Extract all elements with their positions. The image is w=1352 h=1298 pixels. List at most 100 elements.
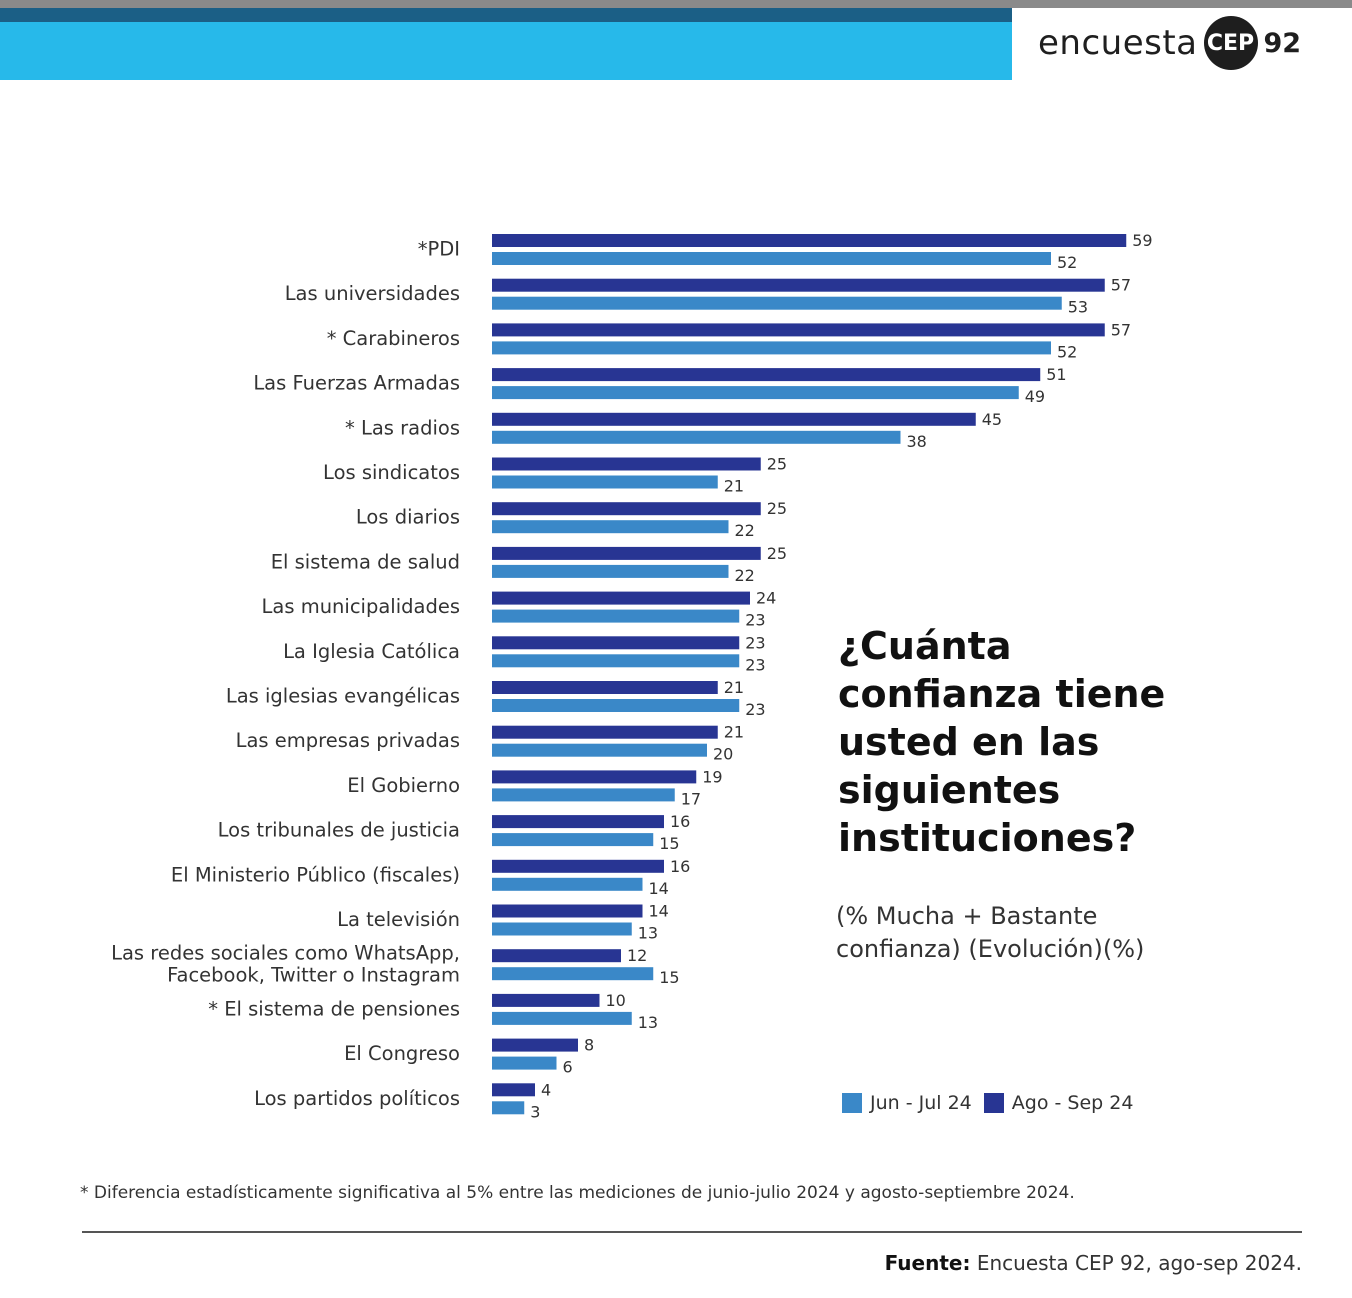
brand-logo: encuesta CEP 92 (1038, 16, 1302, 70)
data-label-jun-jul: 49 (1025, 387, 1045, 406)
category-label-line: * Las radios (345, 416, 460, 439)
footnote: * Diferencia estadísticamente significat… (80, 1183, 1075, 1203)
data-label-ago-sep: 10 (606, 991, 626, 1010)
data-label-ago-sep: 45 (982, 410, 1002, 429)
chart-legend: Jun - Jul 24 Ago - Sep 24 (842, 1092, 1145, 1114)
category-label-line: * El sistema de pensiones (208, 997, 460, 1020)
category-label: La Iglesia Católica (283, 640, 460, 663)
data-label-ago-sep: 8 (584, 1036, 594, 1055)
data-label-jun-jul: 38 (907, 432, 927, 451)
category-label: * Las radios (345, 416, 460, 439)
brand-number: 92 (1263, 27, 1302, 59)
data-label-ago-sep: 23 (745, 633, 765, 652)
bar-ago-sep (492, 636, 740, 650)
bar-ago-sep (492, 278, 1105, 292)
bar-jun-jul (492, 743, 707, 757)
data-label-jun-jul: 52 (1057, 342, 1077, 361)
data-label-jun-jul: 20 (713, 745, 733, 764)
category-label-line: El Gobierno (347, 774, 460, 797)
bar-ago-sep (492, 725, 718, 739)
bar-ago-sep (492, 770, 697, 784)
data-label-ago-sep: 57 (1111, 276, 1131, 295)
source-text: Encuesta CEP 92, ago-sep 2024. (976, 1251, 1302, 1275)
category-label: Los diarios (356, 506, 460, 529)
category-label-line: Los partidos políticos (254, 1087, 460, 1110)
header-banner (0, 22, 1012, 80)
brand-badge: CEP (1203, 16, 1258, 70)
data-label-ago-sep: 24 (756, 589, 776, 608)
source-line: Fuente: Encuesta CEP 92, ago-sep 2024. (885, 1251, 1302, 1275)
bar-ago-sep (492, 1038, 578, 1052)
data-label-jun-jul: 23 (745, 655, 765, 674)
bar-jun-jul (492, 341, 1051, 355)
legend-label-ago-sep: Ago - Sep 24 (1011, 1092, 1134, 1114)
legend-item-ago-sep: Ago - Sep 24 (983, 1092, 1134, 1114)
divider-line (82, 1231, 1302, 1233)
data-label-ago-sep: 51 (1046, 365, 1066, 384)
data-label-jun-jul: 6 (563, 1058, 573, 1077)
bar-ago-sep (492, 681, 718, 694)
bar-jun-jul (492, 609, 740, 623)
category-label: Las municipalidades (262, 595, 460, 618)
bar-ago-sep (492, 412, 976, 426)
data-label-jun-jul: 52 (1057, 253, 1077, 272)
bar-jun-jul (492, 386, 1019, 400)
brand-word: encuesta (1038, 23, 1198, 63)
bar-ago-sep (492, 234, 1127, 247)
data-label-ago-sep: 59 (1132, 231, 1152, 250)
data-label-jun-jul: 3 (530, 1102, 540, 1121)
category-label: Los sindicatos (323, 461, 460, 484)
category-label: Las universidades (285, 282, 460, 305)
bar-ago-sep (492, 323, 1105, 337)
data-label-ago-sep: 16 (670, 812, 690, 831)
data-label-ago-sep: 57 (1111, 320, 1131, 339)
bar-jun-jul (492, 520, 729, 534)
bar-ago-sep (492, 859, 664, 873)
data-label-ago-sep: 4 (541, 1080, 551, 1099)
bar-ago-sep (492, 815, 664, 829)
data-label-jun-jul: 15 (659, 968, 679, 987)
bar-jun-jul (492, 430, 901, 444)
bar-jun-jul (492, 564, 729, 578)
category-label-line: Las universidades (285, 282, 460, 305)
data-label-jun-jul: 22 (735, 566, 755, 585)
data-label-jun-jul: 17 (681, 789, 701, 808)
category-label-line: Las redes sociales como WhatsApp, (111, 942, 460, 965)
data-label-ago-sep: 25 (767, 544, 787, 563)
category-label-line: Las Fuerzas Armadas (253, 372, 460, 395)
category-label: El sistema de salud (271, 550, 460, 573)
category-label: Las Fuerzas Armadas (253, 372, 460, 395)
data-label-jun-jul: 22 (735, 521, 755, 540)
category-label: El Congreso (344, 1042, 460, 1065)
category-label: La televisión (337, 908, 460, 931)
data-label-jun-jul: 53 (1068, 298, 1088, 317)
category-label-line: Los tribunales de justicia (218, 819, 460, 842)
data-label-ago-sep: 25 (767, 455, 787, 474)
category-label: Las iglesias evangélicas (226, 685, 460, 708)
category-label: * Carabineros (327, 327, 460, 350)
category-label: El Ministerio Público (fiscales) (171, 863, 460, 886)
category-label-line: La Iglesia Católica (283, 640, 460, 663)
bar-jun-jul (492, 967, 654, 981)
bar-jun-jul (492, 922, 632, 936)
category-label-line: Los sindicatos (323, 461, 460, 484)
data-label-ago-sep: 21 (724, 723, 744, 742)
bar-ago-sep (492, 546, 761, 560)
bar-ago-sep (492, 949, 621, 963)
category-label: Las empresas privadas (236, 729, 460, 752)
data-label-jun-jul: 23 (745, 611, 765, 630)
bar-jun-jul (492, 833, 654, 847)
data-label-jun-jul: 15 (659, 834, 679, 853)
category-label-line: Las iglesias evangélicas (226, 685, 460, 708)
bar-ago-sep (492, 502, 761, 516)
legend-swatch-ago-sep (983, 1093, 1004, 1113)
data-label-ago-sep: 25 (767, 499, 787, 518)
bar-jun-jul (492, 252, 1051, 265)
top-strip (0, 0, 1352, 8)
category-label: El Gobierno (347, 774, 460, 797)
category-label: Los partidos políticos (254, 1087, 460, 1110)
data-label-ago-sep: 19 (702, 767, 722, 786)
bar-jun-jul (492, 788, 675, 802)
bar-ago-sep (492, 904, 643, 918)
